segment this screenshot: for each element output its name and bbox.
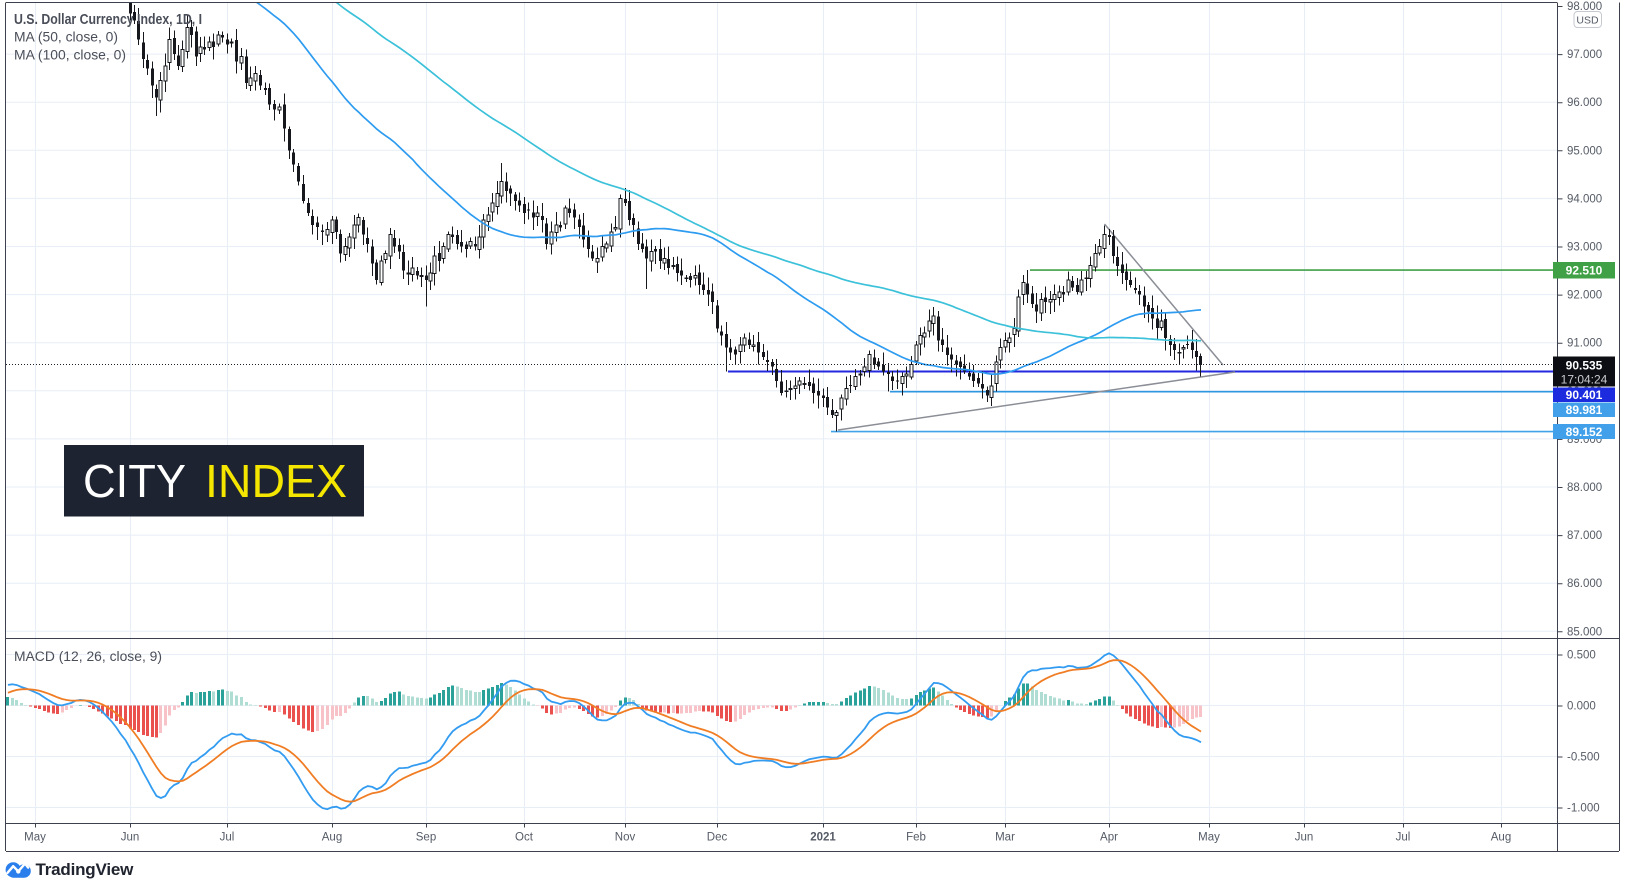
svg-text:Mar: Mar bbox=[995, 832, 1015, 844]
svg-text:Feb: Feb bbox=[906, 832, 926, 844]
svg-text:96.000: 96.000 bbox=[1567, 97, 1602, 109]
svg-text:87.000: 87.000 bbox=[1567, 530, 1602, 542]
svg-text:0.500: 0.500 bbox=[1567, 650, 1596, 662]
svg-text:92.510: 92.510 bbox=[1566, 264, 1603, 278]
svg-text:MA (50, close, 0): MA (50, close, 0) bbox=[14, 30, 118, 45]
svg-text:89.981: 89.981 bbox=[1566, 403, 1603, 417]
svg-text:Dec: Dec bbox=[707, 832, 728, 844]
svg-text:94.000: 94.000 bbox=[1567, 193, 1602, 205]
svg-text:88.000: 88.000 bbox=[1567, 482, 1602, 494]
svg-text:U.S. Dollar Currency Index, 1D: U.S. Dollar Currency Index, 1D, I bbox=[14, 12, 202, 28]
svg-text:95.000: 95.000 bbox=[1567, 145, 1602, 157]
svg-text:INDEX: INDEX bbox=[205, 455, 347, 507]
svg-text:98.000: 98.000 bbox=[1567, 1, 1602, 13]
svg-text:92.000: 92.000 bbox=[1567, 290, 1602, 302]
svg-text:Sep: Sep bbox=[416, 832, 436, 844]
svg-text:85.000: 85.000 bbox=[1567, 626, 1602, 638]
svg-text:USD: USD bbox=[1576, 15, 1599, 27]
svg-text:May: May bbox=[1198, 832, 1220, 844]
svg-text:0.000: 0.000 bbox=[1567, 701, 1596, 713]
svg-text:Jun: Jun bbox=[121, 832, 140, 844]
svg-text:Oct: Oct bbox=[515, 832, 534, 844]
svg-text:86.000: 86.000 bbox=[1567, 578, 1602, 590]
svg-text:93.000: 93.000 bbox=[1567, 242, 1602, 254]
svg-text:MA (100, close, 0): MA (100, close, 0) bbox=[14, 48, 126, 63]
svg-text:CITY: CITY bbox=[83, 455, 186, 507]
svg-text:May: May bbox=[24, 832, 46, 844]
svg-text:MACD (12, 26, close, 9): MACD (12, 26, close, 9) bbox=[14, 649, 162, 664]
svg-text:Aug: Aug bbox=[1491, 832, 1511, 844]
svg-text:97.000: 97.000 bbox=[1567, 49, 1602, 61]
svg-text:91.000: 91.000 bbox=[1567, 338, 1602, 350]
svg-text:Aug: Aug bbox=[322, 832, 342, 844]
svg-text:17:04:24: 17:04:24 bbox=[1561, 373, 1608, 387]
svg-text:90.401: 90.401 bbox=[1566, 388, 1603, 402]
svg-text:Nov: Nov bbox=[615, 832, 636, 844]
svg-text:-1.000: -1.000 bbox=[1567, 803, 1600, 815]
svg-text:90.535: 90.535 bbox=[1566, 359, 1603, 373]
svg-text:Jul: Jul bbox=[220, 832, 235, 844]
svg-text:Apr: Apr bbox=[1100, 832, 1118, 844]
svg-text:2021: 2021 bbox=[810, 832, 836, 844]
svg-text:89.152: 89.152 bbox=[1566, 425, 1603, 439]
svg-text:TradingView: TradingView bbox=[36, 860, 135, 879]
svg-text:-0.500: -0.500 bbox=[1567, 752, 1600, 764]
svg-text:Jul: Jul bbox=[1396, 832, 1411, 844]
svg-text:Jun: Jun bbox=[1295, 832, 1314, 844]
